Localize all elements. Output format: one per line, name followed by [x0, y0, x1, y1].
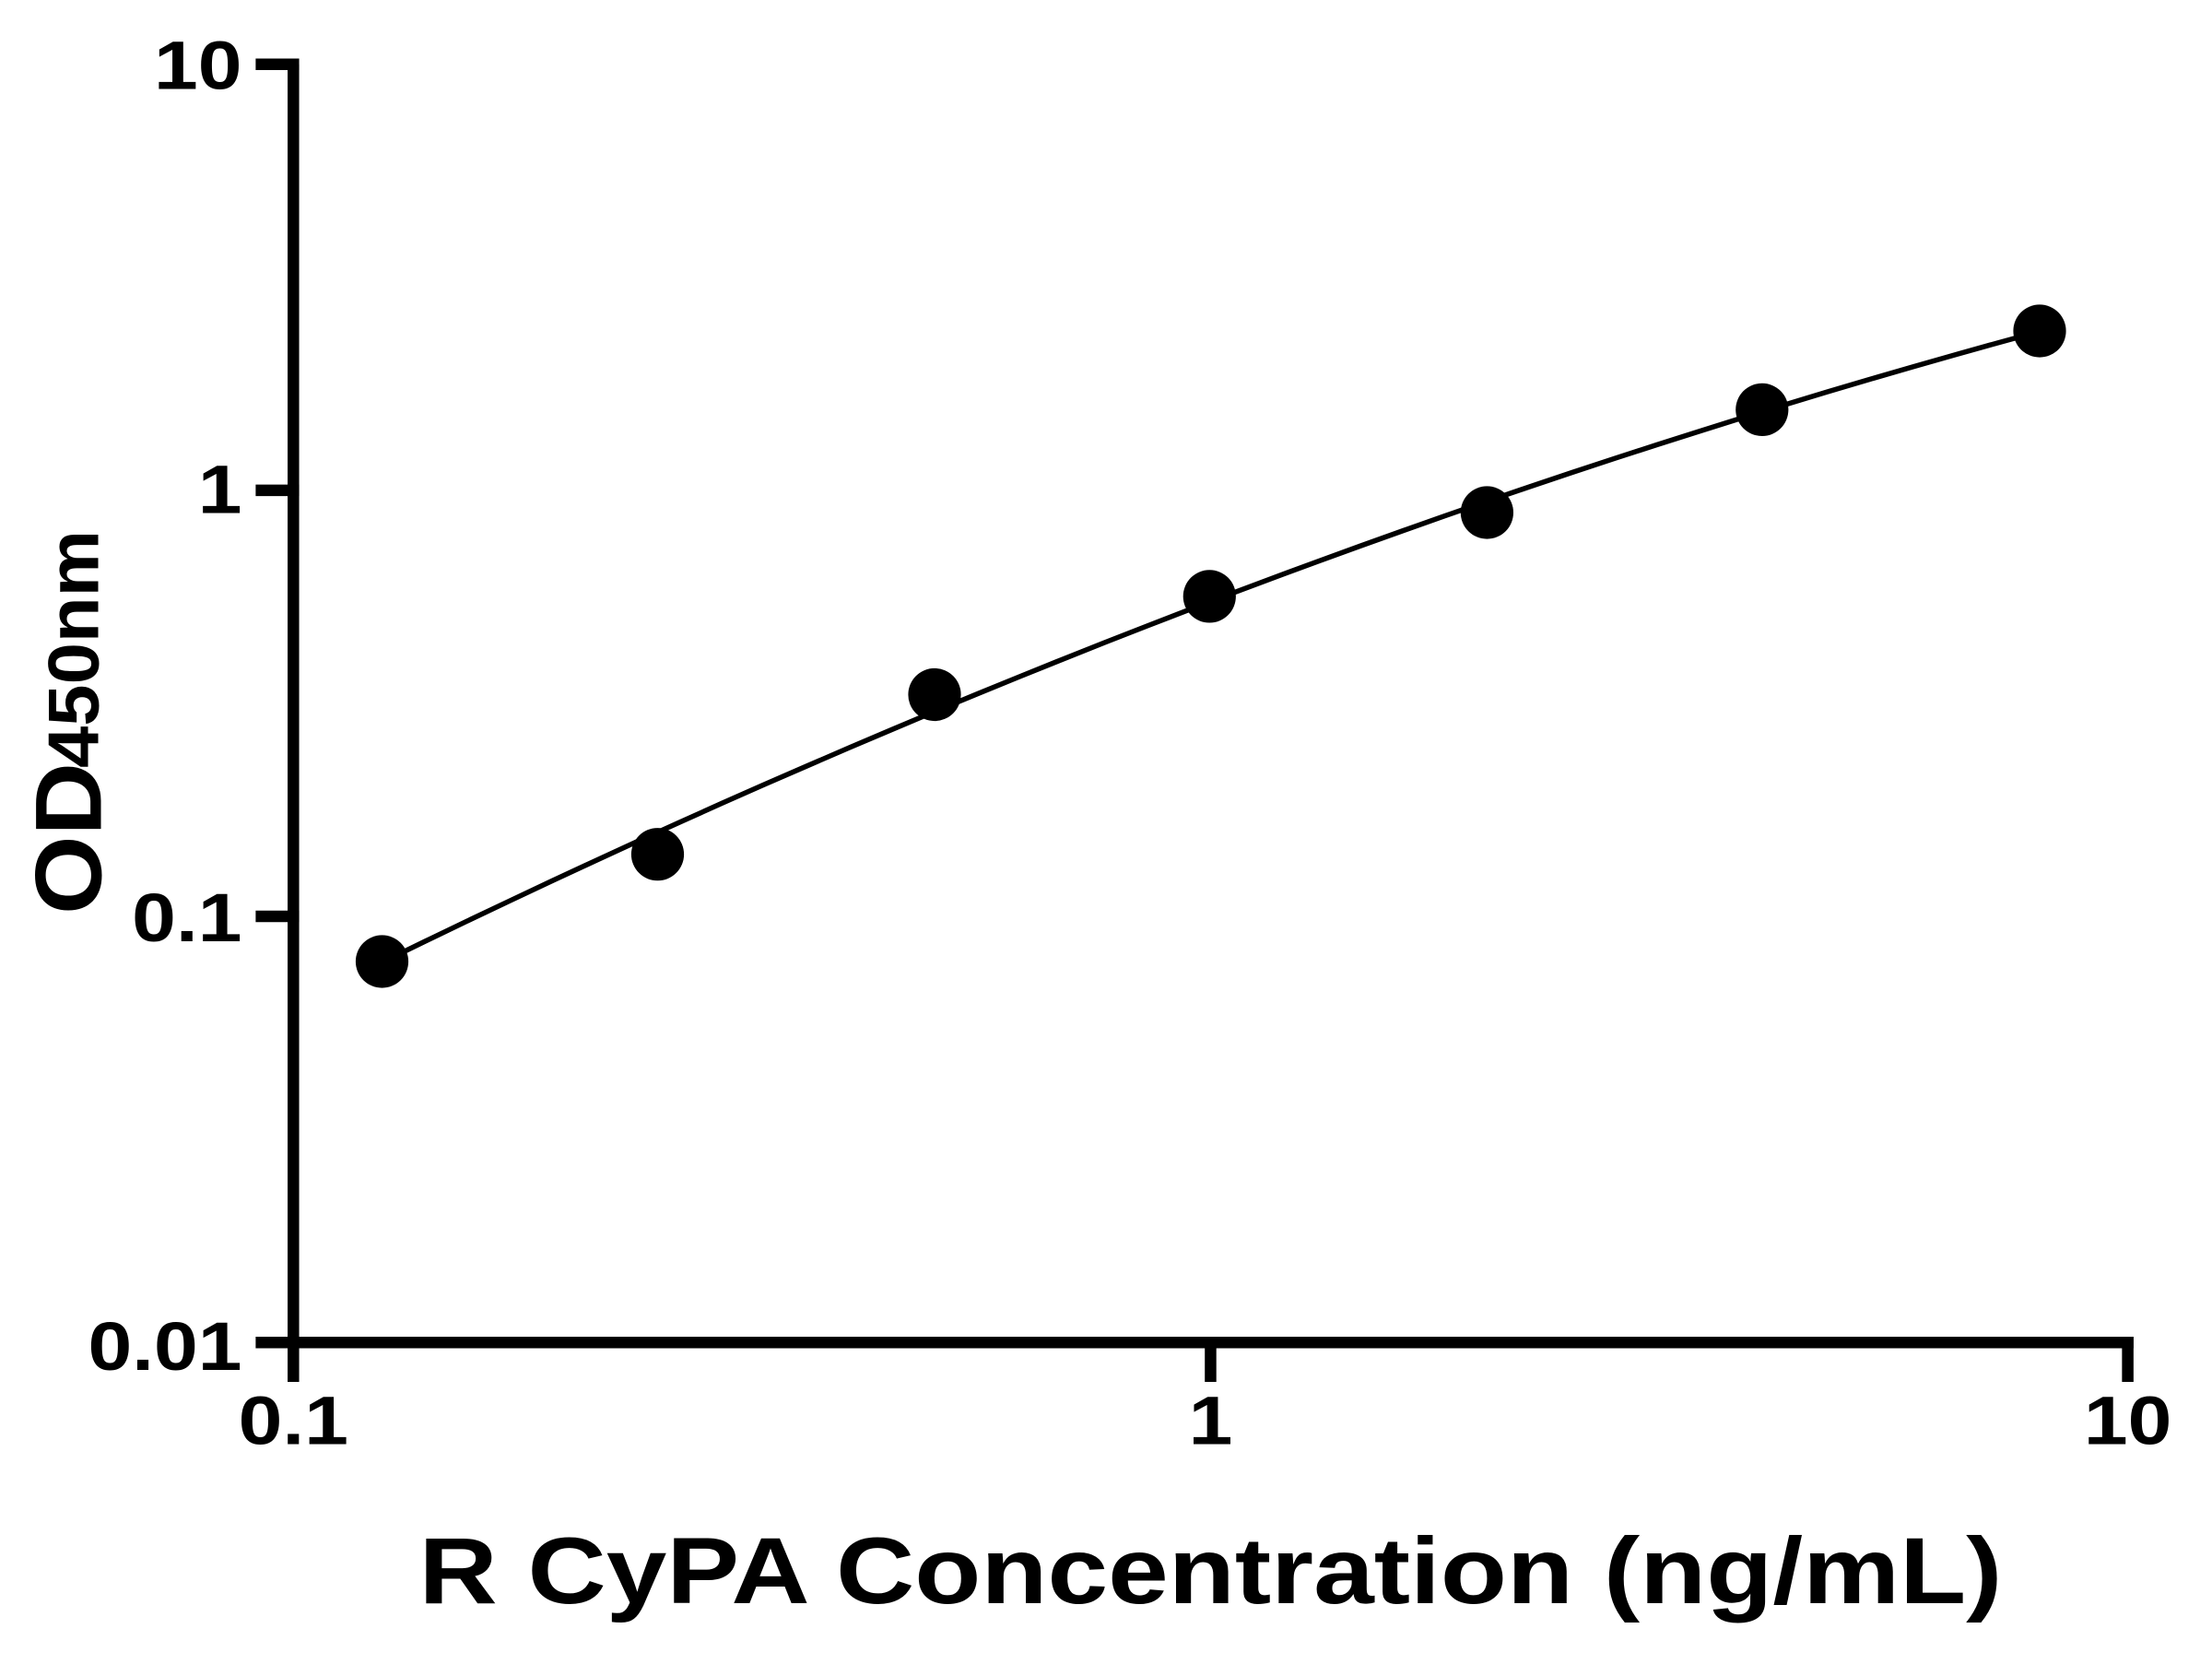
svg-text:0.1: 0.1: [132, 879, 241, 955]
svg-text:OD: OD: [17, 762, 122, 915]
svg-text:10: 10: [154, 27, 241, 103]
svg-text:0.1: 0.1: [239, 1382, 348, 1458]
svg-text:R CyPA Concentration (ng/mL): R CyPA Concentration (ng/mL): [419, 1518, 2003, 1623]
svg-text:1: 1: [198, 451, 242, 527]
svg-text:10: 10: [2084, 1382, 2171, 1458]
svg-text:450nm: 450nm: [33, 530, 114, 768]
svg-text:1: 1: [1189, 1382, 1233, 1458]
svg-text:0.01: 0.01: [88, 1308, 241, 1385]
